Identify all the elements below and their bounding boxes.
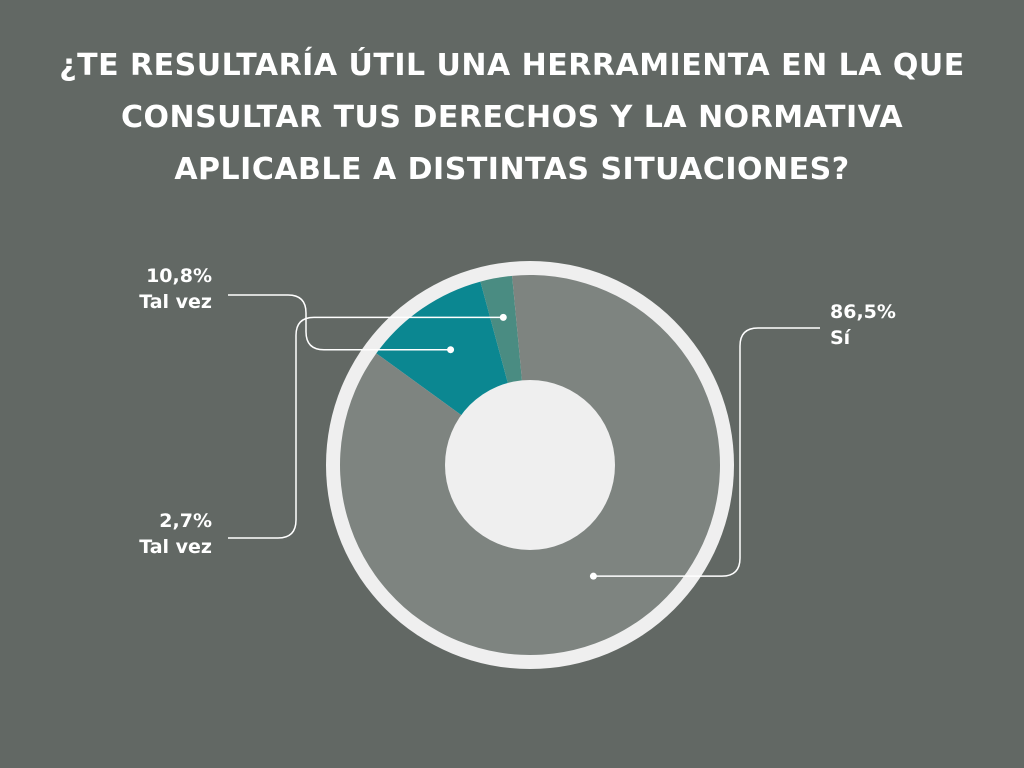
chart-hole — [445, 380, 615, 550]
chart-title-line-1: ¿TE RESULTARÍA ÚTIL UNA HERRAMIENTA EN L… — [59, 48, 965, 83]
chart-title: ¿TE RESULTARÍA ÚTIL UNA HERRAMIENTA EN L… — [40, 40, 984, 196]
callout-line-2 — [593, 327, 820, 577]
callout-line-1 — [228, 316, 504, 539]
slice-value-label-1: 2,7% — [159, 510, 212, 532]
callout-line-0 — [228, 294, 451, 351]
slice-value-label-0: 10,8% — [146, 265, 212, 287]
chart-title-line-3: APLICABLE A DISTINTAS SITUACIONES? — [174, 152, 850, 187]
slice-category-label-2: Sí — [830, 327, 852, 349]
slice-category-label-1: Tal vez — [139, 536, 212, 558]
chart-labels: 10,8% Tal vez 2,7% Tal vez 86,5% Sí — [139, 265, 896, 558]
chart-title-line-2: CONSULTAR TUS DERECHOS Y LA NORMATIVA — [120, 100, 904, 135]
slice-category-label-0: Tal vez — [139, 291, 212, 313]
slice-value-label-2: 86,5% — [830, 301, 896, 323]
chart-callouts — [228, 294, 820, 580]
